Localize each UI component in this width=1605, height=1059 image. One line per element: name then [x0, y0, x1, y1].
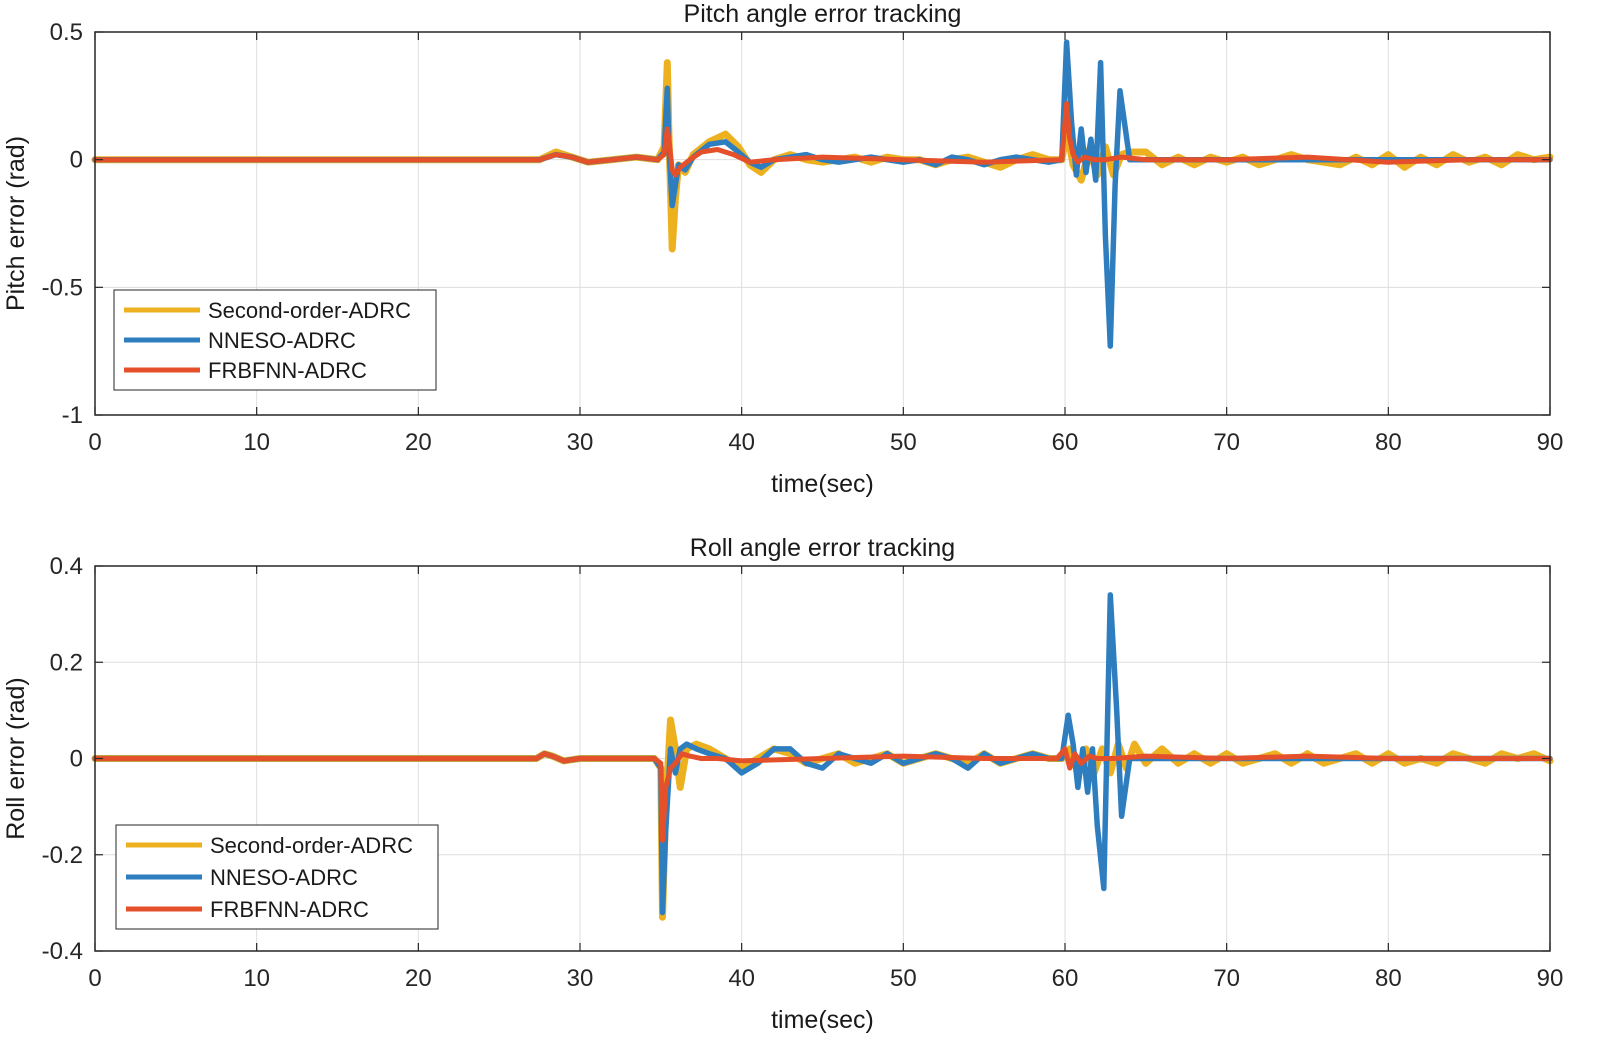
roll-x-tick-label: 10	[243, 965, 270, 992]
roll-x-tick-label: 80	[1375, 965, 1402, 992]
roll-x-tick-label: 20	[405, 965, 432, 992]
roll-y-axis-label: Roll error (rad)	[2, 677, 30, 840]
pitch-x-tick-label: 0	[88, 429, 101, 456]
roll-x-tick-label: 40	[728, 965, 755, 992]
pitch-x-tick-label: 20	[405, 429, 432, 456]
pitch-x-tick-label: 10	[243, 429, 270, 456]
roll-x-tick-label: 50	[890, 965, 917, 992]
pitch-legend-label-frbfnn: FRBFNN-ADRC	[208, 358, 367, 383]
roll-legend-label-second-order: Second-order-ADRC	[210, 833, 413, 858]
roll-y-ticks: 0.4 0.2 0 -0.2 -0.4	[42, 553, 1550, 965]
pitch-x-axis-label: time(sec)	[771, 470, 874, 498]
pitch-x-tick-label: 40	[728, 429, 755, 456]
pitch-axes-frame	[94, 31, 1551, 416]
pitch-x-tick-label: 70	[1213, 429, 1240, 456]
roll-y-tick-label: 0	[70, 746, 83, 773]
pitch-x-tick-label: 90	[1537, 429, 1564, 456]
roll-panel: 0 10 20 30 40 50 60 70 80 90 0.4 0.2 0 -0.2 -0.4 Roll…	[2, 534, 1563, 1034]
pitch-series-group	[91, 39, 1554, 349]
roll-legend-label-nneso: NNESO-ADRC	[210, 865, 358, 890]
pitch-legend-label-second-order: Second-order-ADRC	[208, 298, 411, 323]
pitch-x-tick-label: 30	[567, 429, 594, 456]
pitch-y-tick-label: 0.5	[50, 19, 83, 46]
pitch-y-tick-label: -0.5	[42, 274, 83, 301]
roll-x-tick-label: 0	[88, 965, 101, 992]
pitch-y-tick-label: 0	[70, 147, 83, 174]
roll-y-tick-label: 0.4	[50, 553, 83, 580]
pitch-chart-title: Pitch angle error tracking	[684, 0, 962, 28]
roll-chart-title: Roll angle error tracking	[690, 534, 955, 562]
pitch-x-tick-label: 50	[890, 429, 917, 456]
roll-series-frbfnn-adrc	[92, 746, 1553, 843]
roll-x-tick-label: 60	[1052, 965, 1079, 992]
roll-x-tick-label: 90	[1537, 965, 1564, 992]
pitch-y-axis-label: Pitch error (rad)	[2, 136, 30, 311]
pitch-x-tick-label: 80	[1375, 429, 1402, 456]
pitch-legend: Second-order-ADRC NNESO-ADRC FRBFNN-ADRC	[113, 289, 437, 391]
roll-y-tick-label: -0.4	[42, 938, 83, 965]
pitch-y-tick-label: -1	[62, 402, 83, 429]
roll-x-tick-label: 30	[567, 965, 594, 992]
roll-y-tick-label: -0.2	[42, 842, 83, 869]
pitch-legend-label-nneso: NNESO-ADRC	[208, 328, 356, 353]
pitch-x-ticks: 0 10 20 30 40 50 60 70 80 90	[88, 32, 1563, 456]
roll-series-group	[91, 592, 1554, 921]
roll-y-tick-label: 0.2	[50, 649, 83, 676]
roll-x-tick-label: 70	[1213, 965, 1240, 992]
roll-legend: Second-order-ADRC NNESO-ADRC FRBFNN-ADRC	[115, 824, 439, 930]
roll-legend-label-frbfnn: FRBFNN-ADRC	[210, 897, 369, 922]
pitch-series-frbfnn-adrc	[92, 101, 1553, 178]
pitch-x-tick-label: 60	[1052, 429, 1079, 456]
roll-x-ticks: 0 10 20 30 40 50 60 70 80 90	[88, 566, 1563, 992]
pitch-panel: 0 10 20 30 40 50 60 70 80 90 0.5 0 -0.5 -1 Pitch ang…	[2, 0, 1563, 498]
roll-x-axis-label: time(sec)	[771, 1006, 874, 1034]
pitch-y-ticks: 0.5 0 -0.5 -1	[42, 19, 1550, 429]
